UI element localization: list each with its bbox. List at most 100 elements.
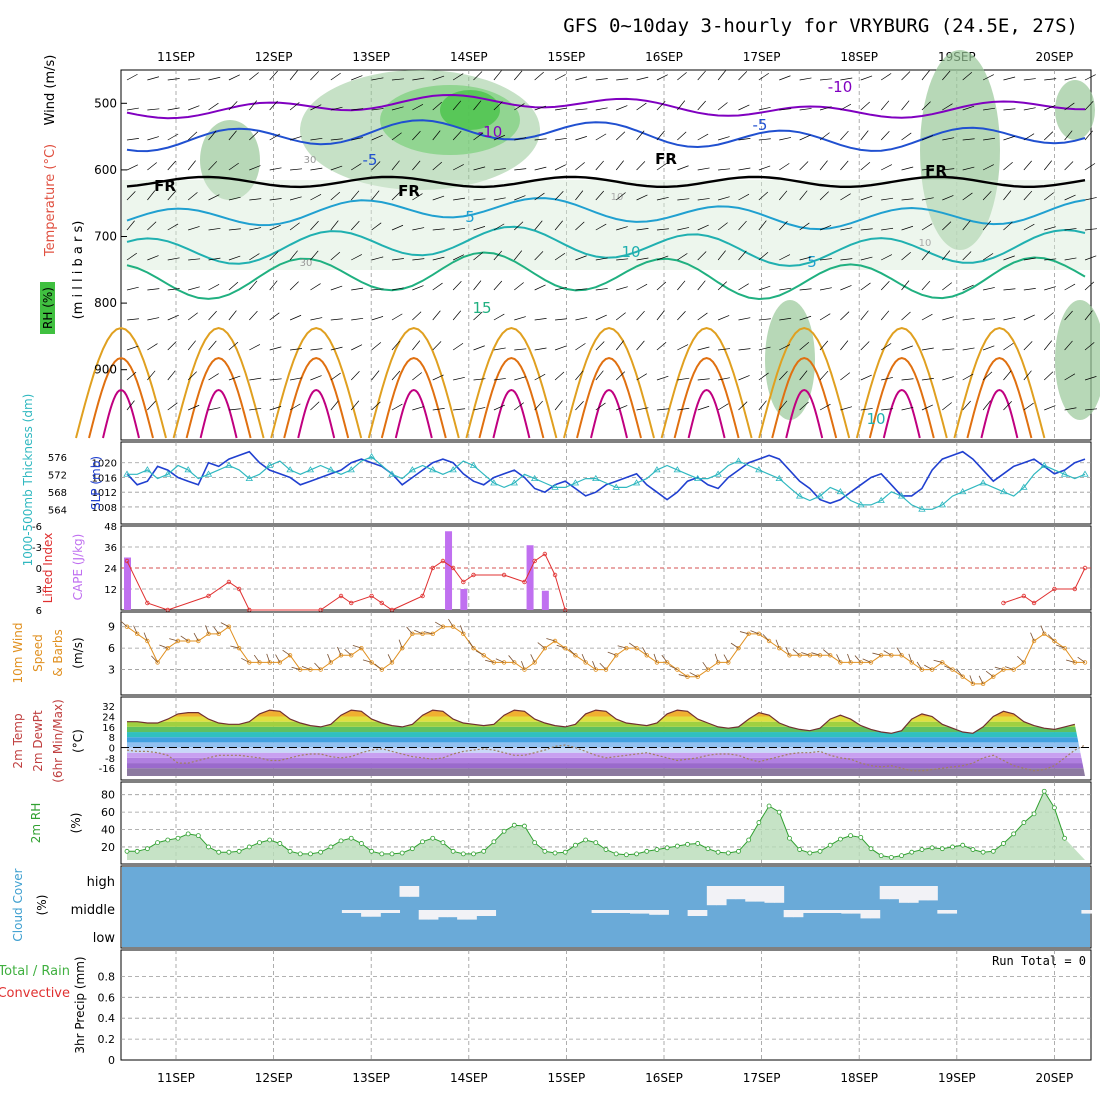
- temp-axis-label: 2m Temp: [11, 713, 25, 768]
- top-date-label: 17SEP: [743, 50, 781, 64]
- wind-barb: [351, 75, 363, 81]
- wind-speed-point: [287, 653, 293, 658]
- wind-barb: [269, 224, 281, 231]
- rh-point: [776, 809, 782, 815]
- rh-point: [644, 848, 650, 854]
- wind-barb: [1084, 130, 1093, 141]
- wind-speed-point: [715, 660, 721, 665]
- wind-barb: [739, 631, 749, 635]
- wind-axis-label: & Barbs: [51, 629, 65, 677]
- wind-barb: [595, 107, 608, 111]
- wind-barb: [811, 652, 821, 656]
- thickness-marker: [938, 501, 947, 508]
- wind-barb: [799, 288, 812, 291]
- wind-barb: [819, 78, 832, 81]
- thickness-marker: [775, 474, 783, 482]
- isotherm-label: FR: [154, 177, 176, 195]
- rh-point: [970, 847, 976, 852]
- wind-barb: [819, 258, 832, 261]
- wind-barb: [962, 251, 972, 261]
- wind-barb: [799, 222, 810, 231]
- wind-barb: [147, 221, 157, 231]
- wind-barb: [942, 376, 954, 381]
- rh-point: [736, 848, 741, 854]
- rh-point: [409, 846, 415, 852]
- wind-barb: [730, 642, 739, 649]
- wind-speed-point: [328, 660, 334, 665]
- wind-barb: [228, 375, 241, 381]
- wind-barb: [881, 227, 894, 231]
- wind-barb: [453, 227, 466, 231]
- rh-point: [511, 822, 517, 828]
- wind-barb: [924, 664, 933, 670]
- rh-tick-label: 60: [101, 806, 115, 819]
- thickness-marker: [204, 470, 213, 477]
- wind-barb: [371, 77, 384, 81]
- cloud-gap: [476, 910, 487, 916]
- wind-barb: [371, 108, 384, 111]
- wind-barb: [677, 377, 690, 381]
- wind-barb: [493, 168, 506, 171]
- thickness-marker: [958, 487, 967, 495]
- wind-barb: [575, 108, 588, 111]
- temp-band: [127, 721, 1085, 727]
- thickness-marker: [897, 492, 906, 499]
- wind-barb: [249, 198, 262, 201]
- panel-frame: [120, 69, 1092, 441]
- rh-point: [939, 846, 945, 852]
- run-total-label: Run Total = 0: [992, 954, 1086, 968]
- wind-barb: [758, 346, 771, 351]
- wind-barb: [779, 163, 790, 171]
- temp-tick-label: -8: [105, 754, 115, 765]
- wind-speed-point: [705, 667, 711, 672]
- wind-speed-point: [349, 653, 354, 658]
- wind-barb: [921, 250, 931, 261]
- wind-barb: [126, 164, 138, 171]
- wind-barb: [1064, 257, 1077, 261]
- wind-barb: [167, 78, 180, 81]
- wind-barb: [982, 190, 992, 201]
- rh-point: [1021, 820, 1027, 825]
- isotherm-line: [126, 251, 1086, 301]
- wind-barb: [291, 666, 301, 670]
- temp-tick-label: 0: [109, 744, 115, 755]
- wind-speed-point: [797, 653, 802, 658]
- wind-barb: [1084, 255, 1097, 261]
- wind-speed-point: [512, 660, 517, 665]
- wind-barb: [350, 400, 360, 411]
- wind-barb: [282, 649, 291, 656]
- wind-barb: [473, 252, 483, 261]
- rh-point: [532, 840, 538, 845]
- thickness-marker: [265, 461, 274, 468]
- wind-speed-point: [236, 645, 242, 651]
- wind-speed-point: [634, 645, 639, 651]
- cloud-gap: [389, 910, 401, 913]
- wind-barb: [537, 642, 546, 649]
- li-tick-label: -3: [32, 543, 42, 554]
- wind-barb: [351, 317, 364, 321]
- cloud-gap: [918, 886, 929, 901]
- wind-barb: [371, 370, 380, 381]
- wind-barb: [592, 661, 597, 670]
- top-date-label: 12SEP: [255, 50, 293, 64]
- wind-barb: [493, 197, 506, 201]
- wind-barb: [337, 646, 342, 656]
- panels: -10-10 -5-5FR FRFRFR5105151030301010500600…: [0, 50, 1100, 1067]
- wind-barb: [636, 130, 645, 141]
- wind-speed-point: [756, 631, 762, 637]
- wind-barb: [901, 166, 914, 171]
- wind-barb: [677, 198, 690, 201]
- wind-speed-point: [603, 667, 609, 672]
- isotherm-label: 10: [919, 238, 932, 249]
- lifted-index-point: [461, 579, 466, 585]
- temp-tick-label: 32: [102, 702, 115, 713]
- wind-barb: [514, 70, 523, 81]
- wind-barb: [1084, 342, 1095, 351]
- wind-barb: [860, 341, 870, 351]
- lifted-index-point: [542, 551, 548, 557]
- wind-barb: [595, 160, 604, 171]
- wind-barb: [126, 371, 137, 381]
- wind-barb: [677, 100, 686, 111]
- wind-barb: [836, 654, 841, 663]
